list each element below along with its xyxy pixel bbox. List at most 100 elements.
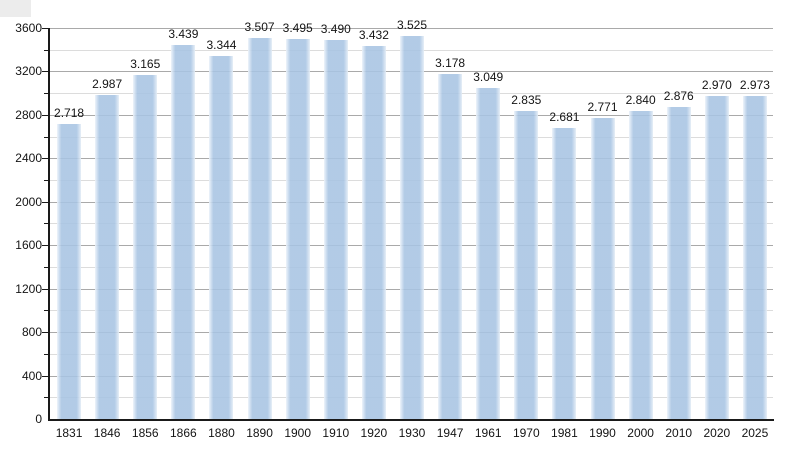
bar-slot: 3.432	[355, 28, 393, 419]
bar-value-label: 2.681	[549, 110, 580, 124]
bar	[247, 38, 272, 419]
x-tick-label: 1970	[512, 426, 540, 440]
bar-slot: 2.718	[50, 28, 88, 419]
bar-slot: 3.495	[279, 22, 317, 419]
y-axis-tick	[42, 158, 48, 159]
y-tick-label: 2000	[15, 195, 42, 209]
x-tick-label: 1866	[170, 426, 197, 440]
bar	[361, 46, 386, 419]
x-tick-label: 2000	[627, 426, 654, 440]
bar-slot: 3.178	[431, 28, 469, 419]
bar-value-label: 2.835	[511, 93, 542, 107]
x-tick-label: 1961	[474, 426, 502, 440]
bar	[95, 95, 120, 419]
x-tick-label: 2010	[665, 426, 693, 440]
bar	[438, 74, 463, 419]
bar	[285, 39, 310, 419]
x-tick-label: 1846	[93, 426, 121, 440]
x-tick-label: 1831	[55, 426, 83, 440]
x-tick-label: 1900	[284, 426, 312, 440]
bar	[742, 96, 767, 419]
bar-slot: 2.681	[545, 28, 583, 419]
y-axis-tick	[42, 376, 48, 377]
x-tick-label: 1947	[436, 426, 464, 440]
y-axis-tick	[42, 115, 48, 116]
x-tick-label: 1910	[322, 426, 350, 440]
bar	[133, 75, 158, 419]
bar-slot: 3.525	[393, 19, 431, 419]
bar	[590, 118, 615, 419]
corner-artifact	[0, 0, 31, 17]
y-axis-tick	[44, 397, 48, 398]
y-tick-label: 3600	[15, 21, 42, 35]
bar-slot: 2.771	[583, 28, 621, 419]
y-tick-label: 800	[21, 325, 42, 339]
bar	[704, 96, 729, 419]
bar-slot: 3.165	[126, 28, 164, 419]
y-axis-tick	[44, 93, 48, 94]
y-tick-label: 1200	[15, 282, 42, 296]
y-tick-label: 400	[21, 369, 42, 383]
y-axis-tick	[44, 180, 48, 181]
x-tick-label: 1930	[398, 426, 426, 440]
bar	[399, 36, 424, 419]
y-tick-label: 2800	[15, 108, 42, 122]
bar-value-label: 3.490	[320, 22, 351, 36]
y-axis-tick	[42, 332, 48, 333]
bar	[666, 107, 691, 419]
x-tick-label: 2020	[703, 426, 731, 440]
bar	[514, 111, 539, 419]
bar-value-label: 3.507	[244, 20, 275, 34]
x-tick-label: 1990	[589, 426, 616, 440]
bar-value-label: 3.525	[396, 18, 427, 32]
y-axis-tick	[44, 50, 48, 51]
x-tick-label: 1880	[208, 426, 235, 440]
x-tick-label: 1981	[551, 426, 578, 440]
gridline-major	[50, 28, 773, 29]
bar-value-label: 3.178	[435, 56, 466, 70]
x-axis-line	[48, 419, 774, 421]
bar	[171, 45, 196, 419]
bar-value-label: 3.344	[206, 38, 237, 52]
bar-slot: 2.840	[622, 28, 660, 419]
bar-slot: 3.490	[317, 23, 355, 419]
bar	[57, 124, 82, 419]
x-tick-label: 2025	[741, 426, 769, 440]
y-tick-label: 3200	[15, 64, 42, 78]
bar-slot: 3.439	[164, 28, 202, 419]
y-axis-tick	[42, 71, 48, 72]
bar-value-label: 3.049	[473, 70, 504, 84]
bar-slot: 2.835	[507, 28, 545, 419]
bar-value-label: 2.973	[739, 78, 770, 92]
bar	[323, 40, 348, 419]
y-axis-tick	[44, 267, 48, 268]
bar-value-label: 2.970	[701, 78, 732, 92]
bar-slot: 2.970	[698, 28, 736, 419]
y-axis-tick	[42, 202, 48, 203]
y-axis-tick	[44, 137, 48, 138]
y-tick-label: 0	[35, 412, 42, 426]
bar-value-label: 3.495	[282, 21, 313, 35]
bar-slot: 2.876	[660, 28, 698, 419]
bar-value-label: 3.165	[130, 57, 161, 71]
x-tick-label: 1920	[360, 426, 388, 440]
bar	[476, 88, 501, 419]
bar-slot: 2.973	[736, 28, 774, 419]
y-axis-tick	[44, 310, 48, 311]
y-tick-label: 2400	[15, 151, 42, 165]
y-axis-line	[48, 28, 50, 421]
bar-value-label: 2.840	[625, 93, 656, 107]
y-axis-tick	[44, 223, 48, 224]
bar-value-label: 2.771	[587, 100, 618, 114]
bar-slot: 3.344	[202, 28, 240, 419]
bar-slot: 2.987	[88, 28, 126, 419]
x-tick-label: 1890	[246, 426, 273, 440]
y-axis-tick	[42, 289, 48, 290]
bar	[628, 111, 653, 419]
bar	[209, 56, 234, 419]
bar-value-label: 3.439	[168, 27, 199, 41]
x-tick-label: 1856	[131, 426, 159, 440]
bar-value-label: 3.432	[358, 28, 389, 42]
y-tick-label: 1600	[15, 238, 42, 252]
